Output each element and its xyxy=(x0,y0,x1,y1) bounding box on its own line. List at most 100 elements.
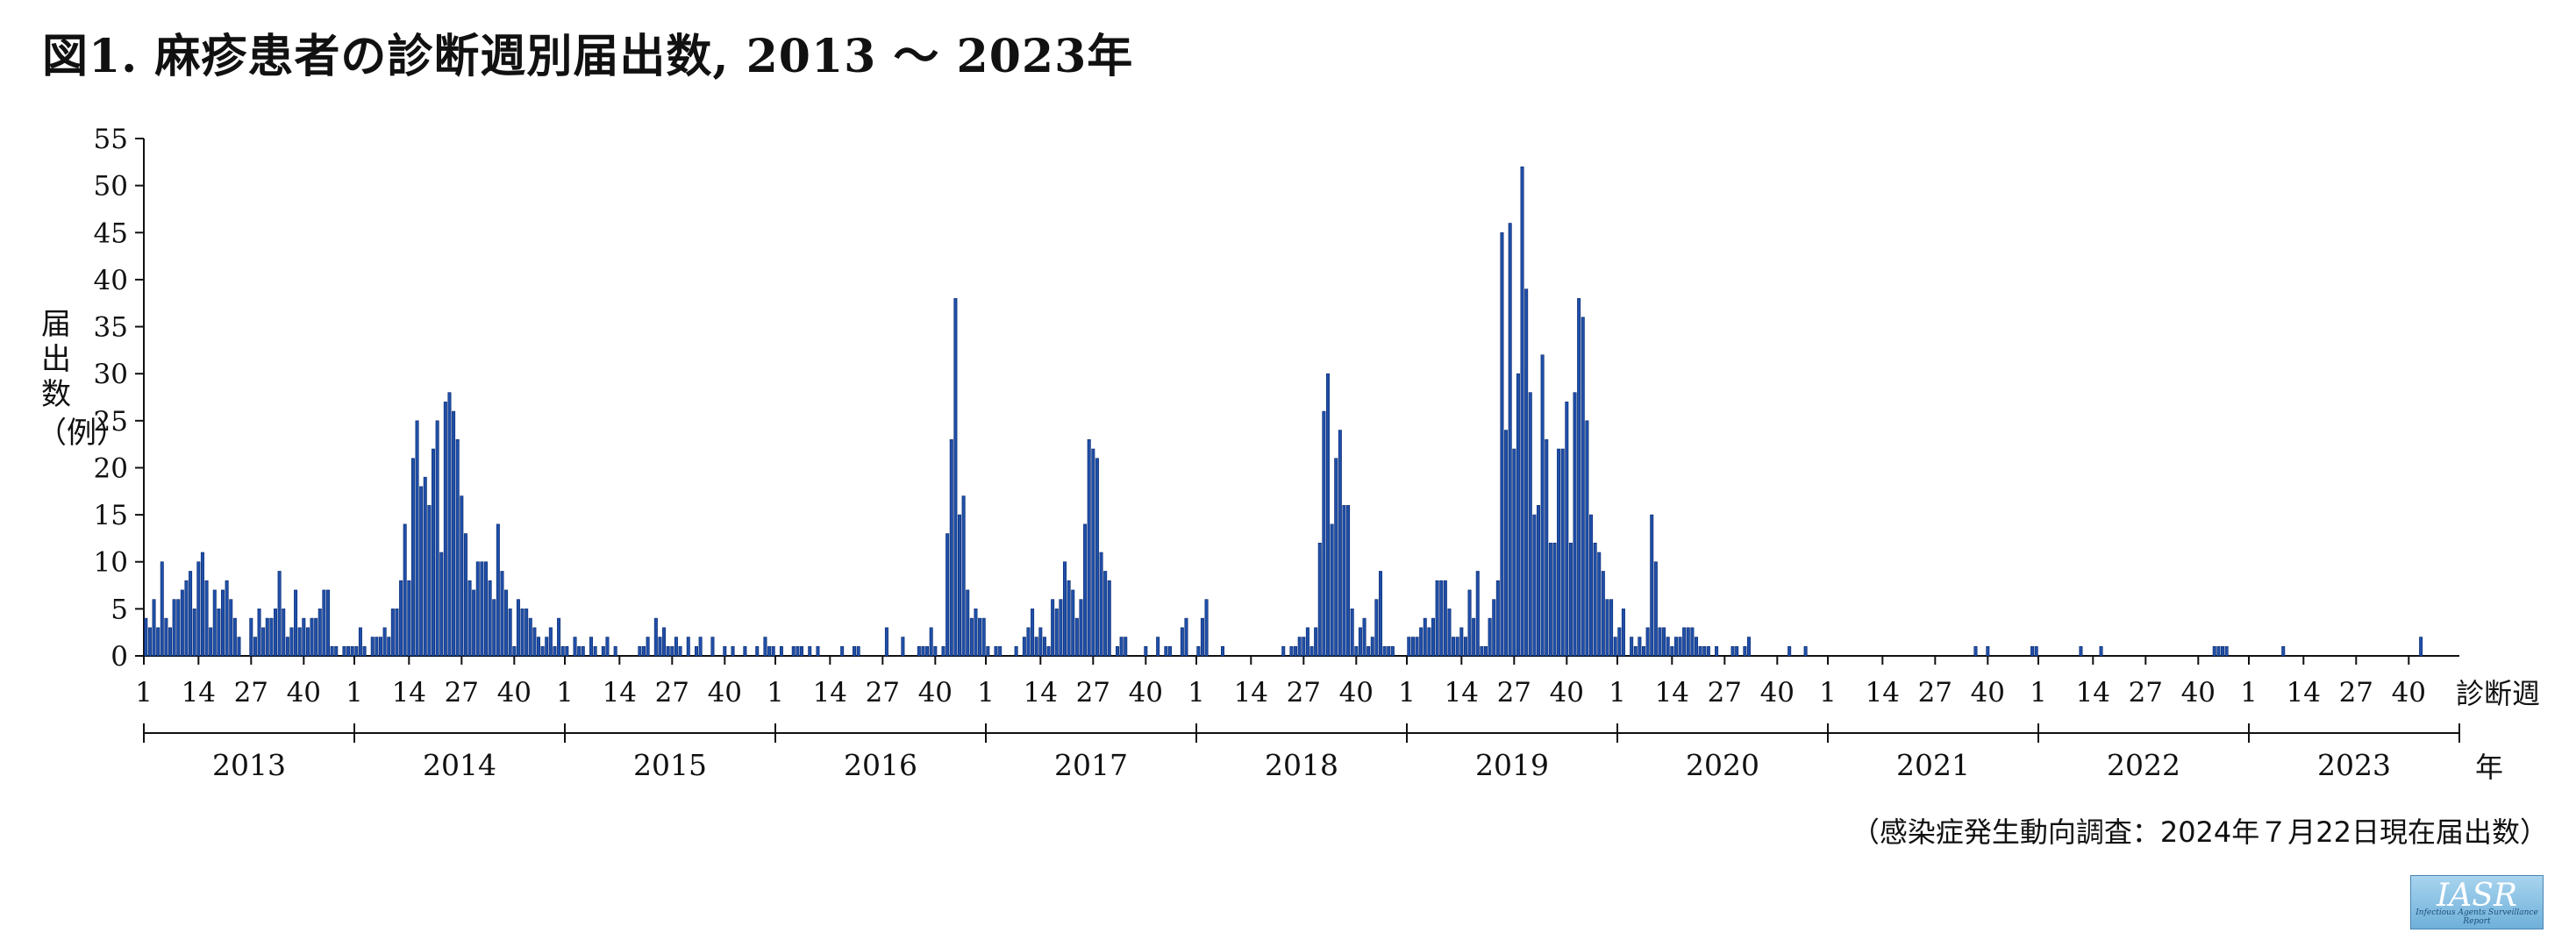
bar xyxy=(334,645,339,657)
bar xyxy=(1475,571,1480,657)
bar xyxy=(2212,645,2216,657)
year-label: 2021 xyxy=(1896,748,1970,782)
bar xyxy=(2030,645,2035,657)
bar xyxy=(1730,645,1735,657)
bar xyxy=(1184,617,1188,657)
bar xyxy=(1144,645,1148,657)
bar xyxy=(297,627,302,657)
bar xyxy=(1079,599,1083,657)
week-tick-label: 1 xyxy=(767,677,784,708)
bar xyxy=(395,609,399,657)
week-tick-label: 14 xyxy=(813,677,847,708)
bar xyxy=(1366,645,1371,657)
bar xyxy=(1062,561,1067,657)
bar xyxy=(2034,645,2038,657)
y-tick-label: 55 xyxy=(94,124,128,155)
bar xyxy=(1690,627,1695,657)
year-label: 2018 xyxy=(1265,748,1338,782)
week-tick-label: 40 xyxy=(1550,677,1584,708)
bar xyxy=(1038,627,1043,657)
bar xyxy=(1803,645,1808,657)
bar xyxy=(1459,627,1464,657)
bar xyxy=(152,599,156,657)
year-label: 2023 xyxy=(2317,748,2391,782)
bar xyxy=(1415,637,1419,657)
bar xyxy=(172,599,176,657)
bar xyxy=(646,637,650,657)
bar xyxy=(994,645,998,657)
bar xyxy=(1645,627,1650,657)
bar xyxy=(1115,645,1120,657)
bar xyxy=(1305,627,1309,657)
bar xyxy=(796,645,800,657)
bar xyxy=(1673,637,1678,657)
bar xyxy=(512,645,517,657)
year-label: 2014 xyxy=(423,748,496,782)
bar xyxy=(1585,420,1589,657)
bar xyxy=(1500,231,1504,657)
bar xyxy=(472,589,476,657)
bar xyxy=(294,589,298,657)
bar xyxy=(382,627,387,657)
bar xyxy=(289,627,294,657)
bar xyxy=(2419,637,2423,657)
bar xyxy=(419,486,424,657)
source-note: （感染症発生動向調査：2024年７月22日現在届出数） xyxy=(1851,815,2548,849)
bar xyxy=(500,571,504,657)
week-tick-label: 14 xyxy=(1866,677,1900,708)
week-tick-label: 40 xyxy=(2181,677,2216,708)
bar xyxy=(330,645,334,657)
bar xyxy=(573,637,577,657)
bar xyxy=(1071,589,1075,657)
week-tick-label: 27 xyxy=(1918,677,1952,708)
bar xyxy=(362,645,367,657)
bar xyxy=(237,637,241,657)
bar xyxy=(1059,599,1063,657)
bar xyxy=(342,645,346,657)
year-label: 2022 xyxy=(2107,748,2180,782)
bar xyxy=(1540,354,1545,657)
bar xyxy=(1568,542,1573,657)
bar xyxy=(553,645,557,657)
week-tick-label: 14 xyxy=(1655,677,1689,708)
year-label: 2013 xyxy=(212,748,286,782)
bar xyxy=(771,645,775,657)
bar xyxy=(1099,552,1103,657)
bar xyxy=(390,609,395,657)
bar xyxy=(483,561,489,657)
bar xyxy=(662,627,667,657)
bar xyxy=(1605,599,1609,657)
bar xyxy=(1407,637,1411,657)
bar xyxy=(180,589,184,657)
bar xyxy=(674,637,678,657)
bar xyxy=(524,609,529,657)
bar xyxy=(1200,617,1204,657)
bar xyxy=(528,617,532,657)
bar xyxy=(1516,373,1520,657)
bar xyxy=(1520,166,1524,657)
bar xyxy=(310,617,314,657)
logo-main-text: IASR xyxy=(2437,878,2517,914)
bar xyxy=(1593,542,1597,657)
bar xyxy=(1074,617,1079,657)
bar xyxy=(532,627,537,657)
bar xyxy=(1164,645,1168,657)
bar xyxy=(1091,448,1095,657)
bar xyxy=(378,637,383,657)
week-tick-label: 1 xyxy=(556,677,574,708)
bar xyxy=(593,645,597,657)
bar xyxy=(1573,392,1577,657)
bar xyxy=(816,645,820,657)
bar xyxy=(1031,609,1035,657)
bar xyxy=(423,476,427,657)
bar xyxy=(249,617,253,657)
bar xyxy=(1325,373,1331,657)
bar xyxy=(217,609,221,657)
bar xyxy=(488,580,492,657)
bar xyxy=(1452,637,1456,657)
bar xyxy=(1338,430,1342,657)
bar xyxy=(1715,645,1719,657)
bar xyxy=(1528,392,1532,657)
week-tick-label: 27 xyxy=(445,677,479,708)
bar xyxy=(184,580,189,657)
